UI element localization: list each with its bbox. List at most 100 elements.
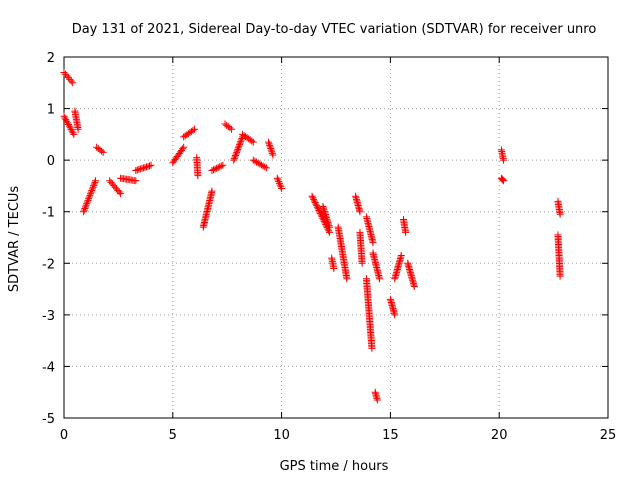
data-point (498, 175, 506, 183)
data-point (80, 208, 88, 216)
data-point (308, 192, 316, 200)
data-point (87, 190, 95, 198)
data-point (309, 194, 317, 202)
data-point (216, 163, 224, 171)
data-point (64, 121, 72, 129)
data-point (237, 136, 245, 144)
data-point (230, 155, 238, 163)
data-point (63, 72, 71, 80)
data-point (208, 166, 216, 174)
data-point (318, 213, 326, 221)
data-point (88, 187, 96, 195)
data-point (230, 156, 238, 164)
data-point (410, 282, 418, 290)
data-point (67, 125, 75, 133)
data-point (500, 177, 508, 185)
data-point (275, 179, 283, 187)
data-point (132, 166, 140, 174)
data-point (373, 396, 381, 404)
data-point (60, 112, 68, 120)
data-point (262, 164, 270, 172)
data-point (98, 147, 106, 155)
data-points (60, 68, 564, 404)
data-point (194, 172, 202, 180)
data-point (85, 193, 93, 201)
data-point (88, 185, 96, 193)
y-tick-label: -1 (42, 206, 55, 221)
data-point (248, 137, 256, 145)
data-point (219, 161, 227, 169)
data-point (117, 190, 125, 198)
data-point (180, 143, 188, 151)
data-point (138, 164, 146, 172)
data-point (266, 141, 274, 149)
x-axis-label: GPS time / hours (280, 459, 389, 474)
data-point (99, 148, 107, 156)
chart-grid (64, 57, 608, 418)
data-point (217, 162, 225, 170)
data-point (236, 141, 244, 149)
data-point (316, 210, 324, 218)
data-point (314, 205, 322, 213)
data-point (275, 178, 283, 186)
data-point (63, 117, 71, 125)
data-point (261, 163, 269, 171)
y-tick-label: -5 (42, 412, 55, 427)
data-point (310, 197, 318, 205)
data-point (556, 272, 564, 280)
data-point (69, 129, 77, 137)
data-point (84, 196, 92, 204)
data-point (66, 75, 74, 83)
chart-title: Day 131 of 2021, Sidereal Day-to-day VTE… (72, 22, 597, 37)
data-point (500, 156, 508, 164)
data-point (233, 148, 241, 156)
data-point (402, 228, 410, 236)
data-point (269, 151, 277, 159)
x-axis: 0 5 10 15 20 25 (60, 57, 616, 443)
y-tick-label: 0 (47, 154, 55, 169)
data-point (91, 178, 99, 186)
data-point (322, 214, 330, 222)
data-point (235, 142, 243, 150)
data-point (234, 144, 242, 152)
data-point (68, 127, 76, 135)
x-tick-label: 20 (491, 428, 508, 443)
data-point (61, 70, 69, 78)
data-point (313, 202, 321, 210)
data-point (324, 218, 332, 226)
y-tick-label: -2 (42, 257, 55, 272)
data-point (321, 210, 329, 218)
data-point (226, 124, 234, 132)
data-point (191, 125, 199, 133)
data-point (313, 203, 321, 211)
data-point (80, 206, 88, 214)
y-tick-label: -4 (42, 360, 55, 375)
data-point (312, 200, 320, 208)
data-point (132, 177, 140, 185)
data-point (316, 208, 324, 216)
data-point (85, 195, 93, 203)
data-point (213, 164, 221, 172)
data-point (81, 203, 89, 211)
data-point (189, 126, 197, 134)
data-point (89, 183, 97, 191)
x-tick-label: 25 (600, 428, 617, 443)
data-point (69, 79, 77, 87)
data-point (90, 182, 98, 190)
data-point (144, 162, 152, 170)
data-point (179, 145, 187, 153)
data-point (92, 177, 100, 185)
data-point (133, 166, 141, 174)
data-point (83, 200, 91, 208)
data-point (324, 220, 332, 228)
data-point (65, 122, 73, 130)
data-point (320, 206, 328, 214)
data-point (325, 223, 333, 231)
data-point (147, 161, 155, 169)
data-point (115, 188, 123, 196)
data-point (268, 149, 276, 157)
data-point (499, 176, 507, 184)
data-point (70, 130, 78, 138)
data-point (268, 148, 276, 156)
data-point (141, 163, 149, 171)
